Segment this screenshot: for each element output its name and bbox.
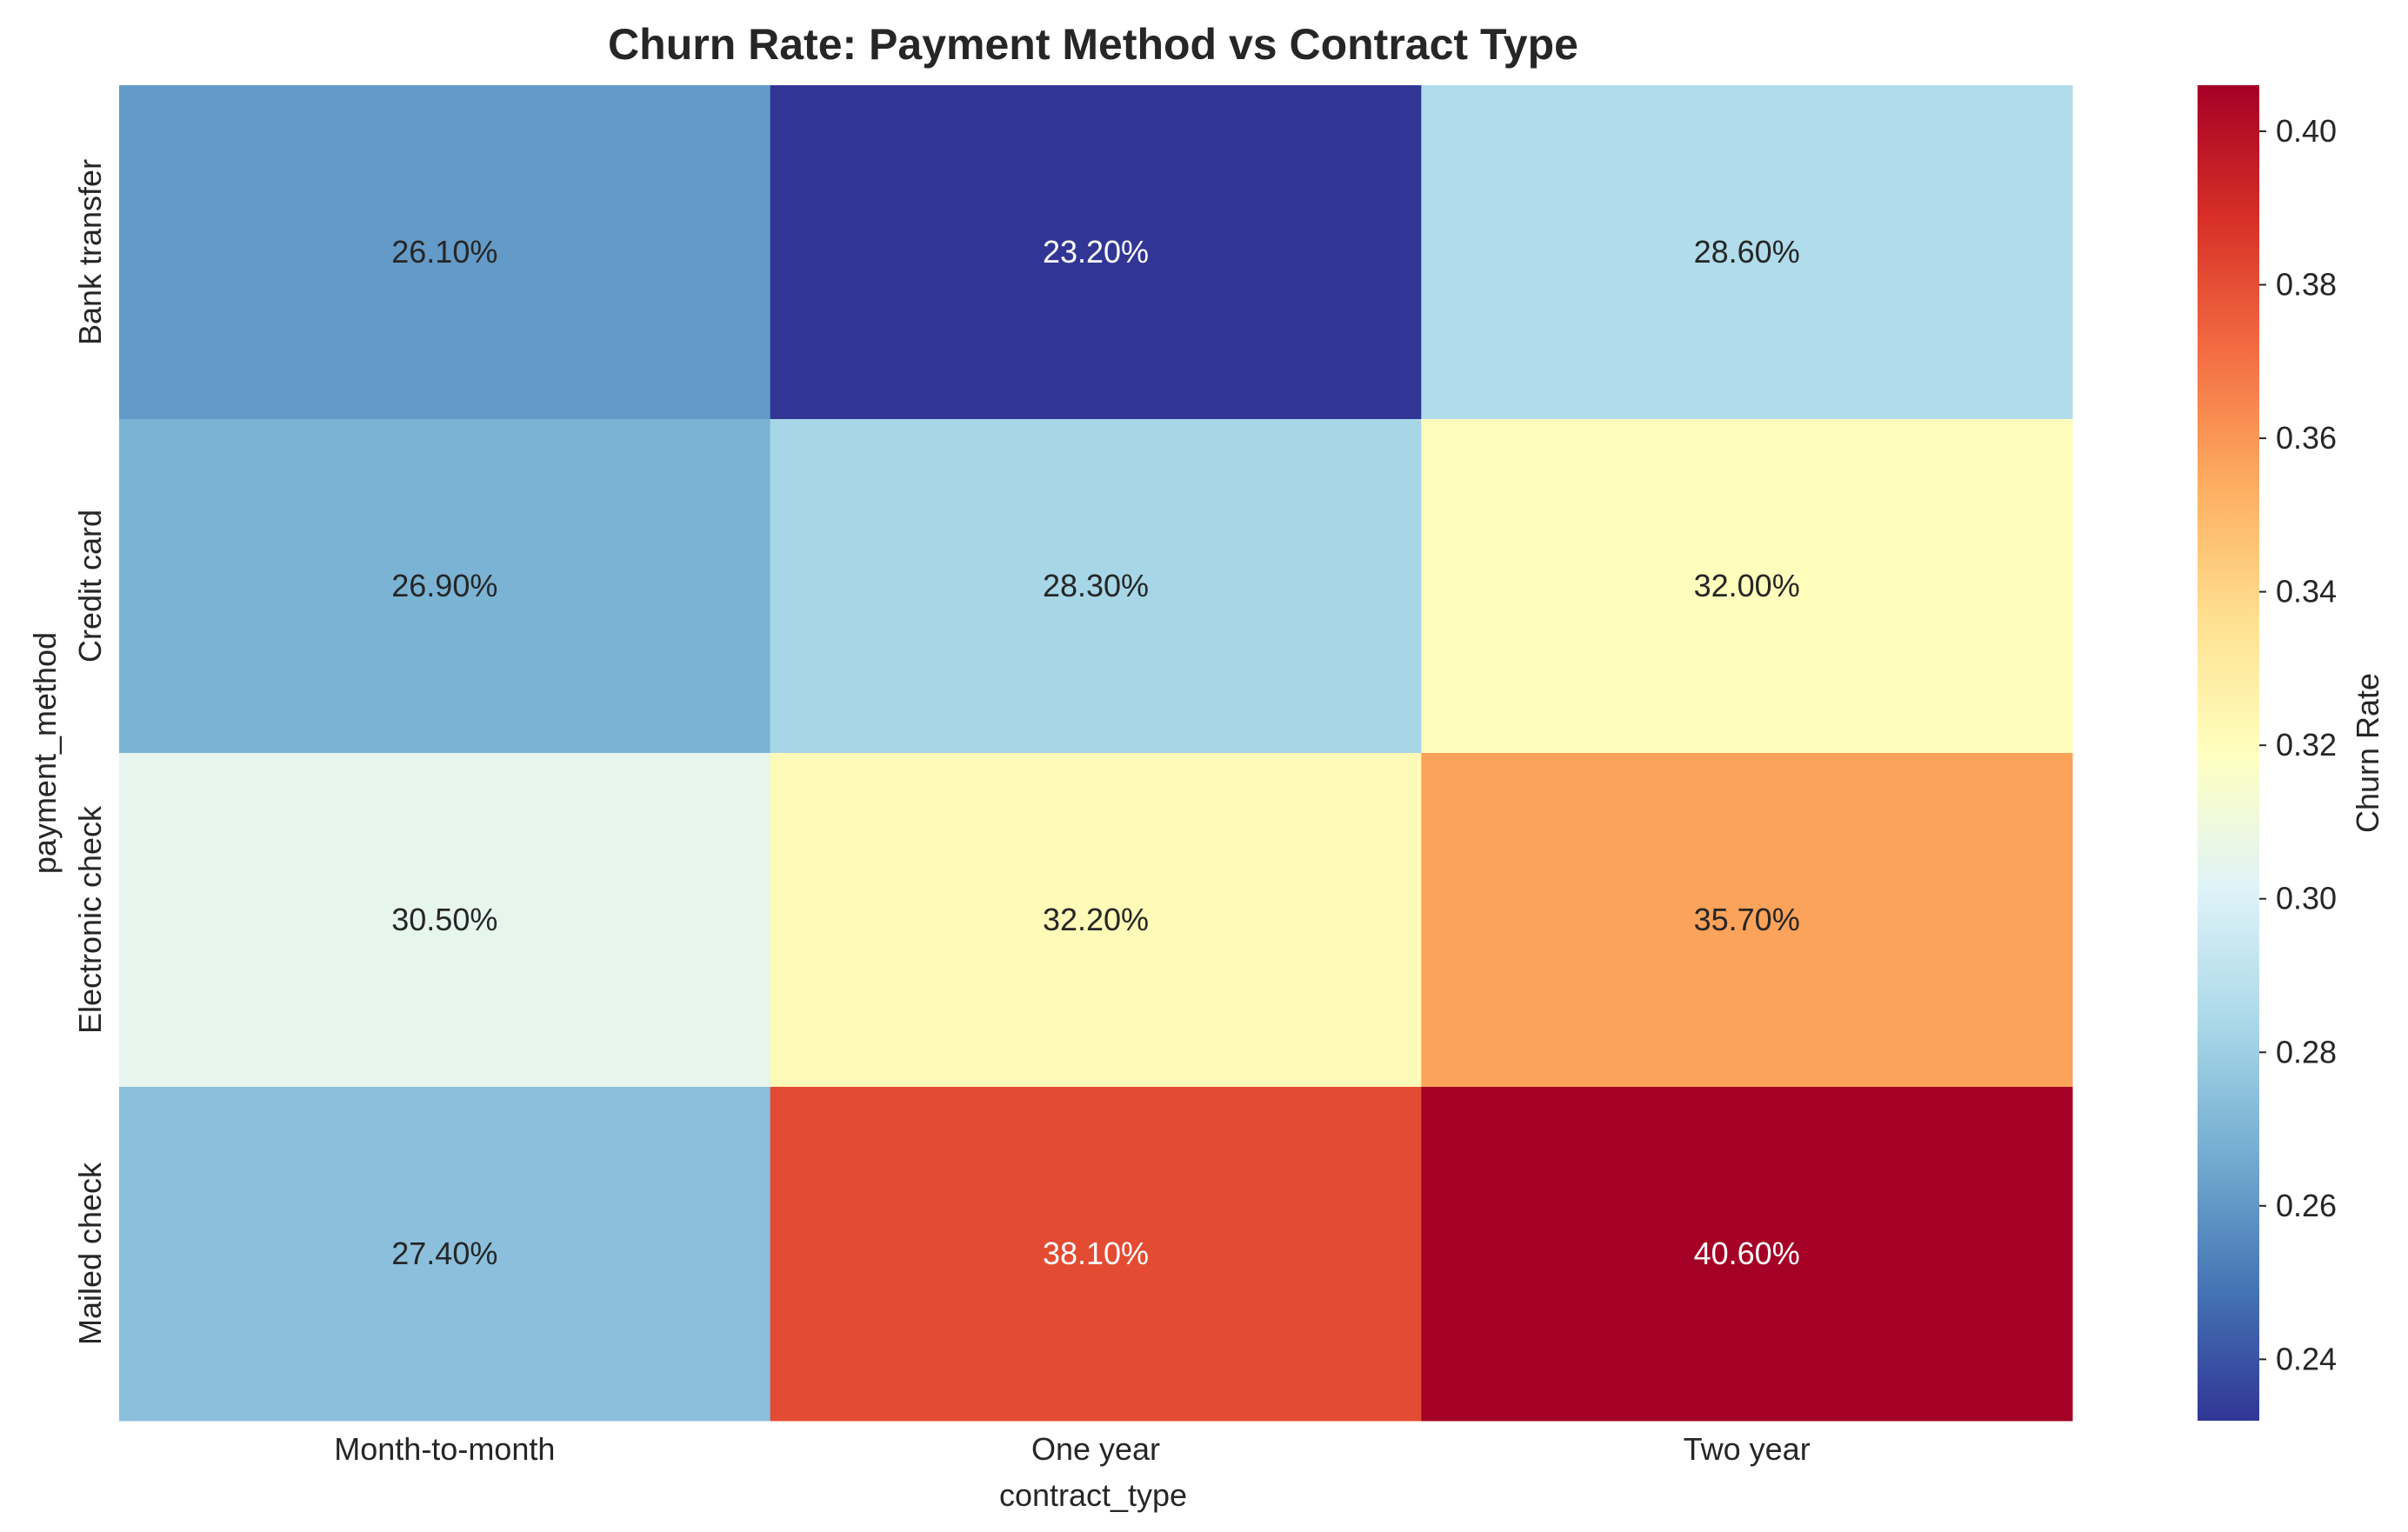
chart-title: Churn Rate: Payment Method vs Contract T… — [608, 20, 1578, 69]
heatmap-cell-label: 23.20% — [1043, 234, 1149, 270]
colorbar-tick-label: 0.28 — [2276, 1034, 2337, 1069]
heatmap-cell — [1421, 1087, 2073, 1422]
heatmap-cell — [119, 419, 771, 754]
colorbar-tick-label: 0.34 — [2276, 574, 2337, 609]
colorbar-tick-label: 0.36 — [2276, 420, 2337, 456]
heatmap-cell-label: 32.20% — [1043, 902, 1149, 937]
heatmap-cell-labels: 26.10% 23.20% 28.60% 26.90% 28.30% 32.00% 30.5… — [391, 234, 1799, 1271]
heatmap-cell — [770, 1087, 1422, 1422]
heatmap-cell-label: 40.60% — [1694, 1236, 1800, 1271]
x-axis-label: contract_type — [999, 1477, 1187, 1513]
y-axis-label: payment_method — [27, 632, 63, 874]
heatmap-cell-label: 28.30% — [1043, 568, 1149, 603]
heatmap-cell — [1421, 419, 2073, 754]
colorbar-tick-label: 0.40 — [2276, 113, 2337, 149]
heatmap-cell — [770, 419, 1422, 754]
heatmap-cell — [770, 85, 1422, 420]
heatmap-cell — [119, 85, 771, 420]
heatmap-cell — [1421, 753, 2073, 1088]
heatmap-cell-label: 27.40% — [391, 1236, 497, 1271]
y-tick-label: Electronic check — [72, 805, 108, 1034]
heatmap-cell — [119, 753, 771, 1088]
heatmap-cell-label: 38.10% — [1043, 1236, 1149, 1271]
colorbar-tick-label: 0.24 — [2276, 1341, 2337, 1376]
colorbar-tick-label: 0.38 — [2276, 267, 2337, 303]
heatmap-cell — [119, 1087, 771, 1422]
heatmap-cell-label: 26.90% — [391, 568, 497, 603]
heatmap-cells — [119, 85, 2073, 1422]
x-axis-ticks: Month-to-month One year Two year — [334, 1431, 1810, 1467]
heatmap-cell — [1421, 85, 2073, 420]
x-tick-label: One year — [1031, 1431, 1160, 1467]
heatmap-cell-label: 30.50% — [391, 902, 497, 937]
y-axis-ticks: Bank transfer Credit card Electronic check… — [72, 159, 108, 1345]
heatmap-cell-label: 28.60% — [1694, 234, 1800, 270]
y-tick-label: Credit card — [72, 510, 108, 663]
x-tick-label: Month-to-month — [334, 1431, 555, 1467]
x-tick-label: Two year — [1684, 1431, 1811, 1467]
heatmap-cell-label: 35.70% — [1694, 902, 1800, 937]
colorbar-tick-label: 0.32 — [2276, 727, 2337, 763]
colorbar-label: Churn Rate — [2350, 673, 2385, 833]
heatmap-cell — [770, 753, 1422, 1088]
heatmap-cell-label: 26.10% — [391, 234, 497, 270]
y-tick-label: Bank transfer — [72, 159, 108, 345]
y-tick-label: Mailed check — [72, 1162, 108, 1345]
colorbar-tick-label: 0.26 — [2276, 1188, 2337, 1223]
colorbar-ticks: 0.24 0.26 0.28 0.30 0.32 0.34 0.36 0.38 0.40 — [2259, 113, 2337, 1376]
colorbar — [2198, 85, 2259, 1421]
colorbar-tick-label: 0.30 — [2276, 881, 2337, 916]
heatmap-cell-label: 32.00% — [1694, 568, 1800, 603]
